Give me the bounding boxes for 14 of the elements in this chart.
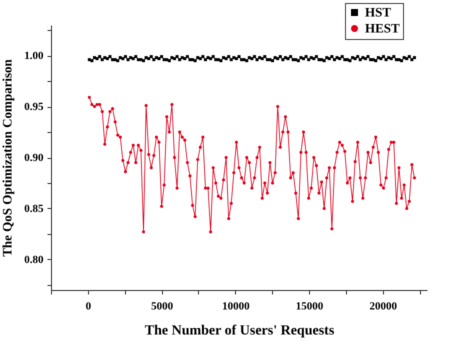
y-axis-title: The QoS Optimization Comparison: [0, 58, 14, 257]
x-axis-title: The Number of Users' Requests: [144, 324, 335, 338]
legend-label: HST: [365, 4, 392, 20]
x-tick-label: 0: [86, 300, 92, 312]
y-tick-label: 0.80: [24, 254, 44, 266]
y-tick-label: 0.95: [24, 101, 44, 114]
x-tick-label: 10000: [222, 300, 250, 312]
x-tick-label: 15000: [296, 300, 324, 312]
y-tick-label: 1.00: [24, 50, 44, 62]
y-tick-label: 0.85: [24, 202, 44, 215]
y-tick-label: 0.90: [24, 152, 44, 164]
x-tick-label: 5000: [151, 300, 174, 312]
x-tick-label: 20000: [370, 300, 398, 312]
legend-label: HEST: [365, 20, 400, 36]
